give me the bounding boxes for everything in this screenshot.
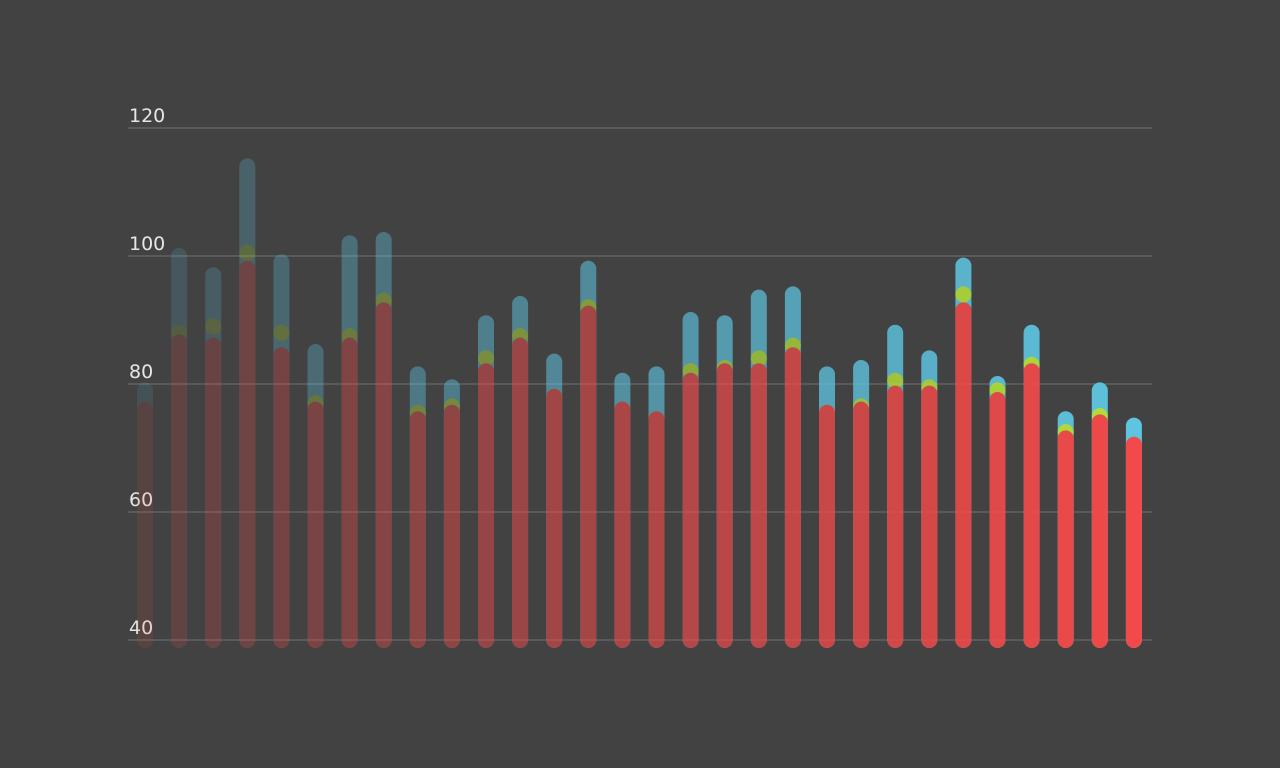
bar-bottom-30 bbox=[1125, 436, 1142, 648]
bar-bottom-12 bbox=[512, 337, 529, 648]
bar-group-21 bbox=[819, 366, 835, 648]
bar-bottom-20 bbox=[784, 347, 801, 648]
bar-bottom-5 bbox=[273, 347, 290, 648]
bar-top-8 bbox=[375, 232, 392, 648]
bar-top-2 bbox=[171, 248, 188, 648]
mid-marker-4 bbox=[239, 244, 256, 261]
mid-marker-11 bbox=[478, 350, 494, 367]
bar-group-14 bbox=[580, 260, 597, 648]
bar-group-12 bbox=[512, 296, 529, 648]
mid-marker-9 bbox=[409, 404, 426, 421]
bar-group-29 bbox=[1091, 382, 1108, 648]
y-tick-label-60: 60 bbox=[129, 489, 153, 511]
mid-marker-19 bbox=[750, 350, 767, 367]
mid-marker-23 bbox=[887, 372, 904, 389]
bar-group-30 bbox=[1125, 417, 1142, 648]
bar-group-16 bbox=[648, 366, 665, 648]
bar-bottom-27 bbox=[1023, 363, 1040, 648]
bar-top-9 bbox=[409, 366, 426, 648]
bar-group-25 bbox=[955, 257, 972, 648]
bar-bottom-24 bbox=[921, 385, 938, 648]
bar-top-4 bbox=[239, 158, 256, 648]
bar-group-11 bbox=[478, 315, 494, 648]
bar-bottom-11 bbox=[478, 363, 494, 648]
mid-marker-7 bbox=[341, 328, 358, 344]
bar-top-11 bbox=[478, 315, 494, 648]
bar-top-5 bbox=[273, 254, 290, 648]
bar-group-4 bbox=[239, 158, 256, 648]
bar-group-8 bbox=[375, 232, 392, 648]
bar-bottom-19 bbox=[750, 363, 767, 648]
bar-bottom-2 bbox=[171, 334, 188, 648]
y-tick-label-120: 120 bbox=[129, 105, 165, 127]
bar-group-23 bbox=[887, 324, 904, 648]
mid-marker-1 bbox=[137, 401, 153, 418]
bar-bottom-29 bbox=[1091, 414, 1108, 648]
y-tick-label-100: 100 bbox=[129, 233, 165, 255]
bar-bottom-25 bbox=[955, 302, 972, 648]
mid-marker-3 bbox=[205, 318, 222, 335]
y-axis-tick-labels: 40 60 80 100 120 bbox=[129, 105, 165, 639]
bar-group-19 bbox=[750, 289, 767, 648]
bar-group-15 bbox=[614, 372, 631, 648]
bar-bottom-3 bbox=[205, 337, 222, 648]
bar-bottom-9 bbox=[409, 411, 426, 648]
gridlines bbox=[128, 127, 1152, 641]
bar-bottom-4 bbox=[239, 260, 256, 648]
bar-bottom-16 bbox=[648, 411, 665, 648]
bar-bottom-18 bbox=[716, 363, 733, 648]
bar-bottom-26 bbox=[989, 392, 1006, 648]
bar-top-3 bbox=[205, 267, 222, 648]
mid-marker-8 bbox=[375, 292, 392, 309]
bar-bottom-28 bbox=[1057, 430, 1074, 648]
bar-bottom-10 bbox=[443, 404, 460, 648]
bar-group-26 bbox=[989, 376, 1006, 648]
bar-bottom-8 bbox=[375, 302, 392, 648]
bar-group-17 bbox=[682, 312, 699, 648]
bar-top-1 bbox=[137, 382, 153, 648]
bar-group-9 bbox=[409, 366, 426, 648]
y-tick-label-40: 40 bbox=[129, 617, 153, 639]
bar-top-6 bbox=[307, 344, 324, 648]
bar-bottom-23 bbox=[887, 385, 904, 648]
bar-group-2 bbox=[171, 248, 188, 648]
bar-group-3 bbox=[205, 267, 222, 648]
bar-top-10 bbox=[443, 379, 460, 648]
y-tick-label-80: 80 bbox=[129, 361, 153, 383]
bar-top-7 bbox=[341, 235, 358, 648]
bar-group-7 bbox=[341, 235, 358, 648]
bar-group-18 bbox=[716, 315, 733, 648]
bar-groups bbox=[137, 158, 1142, 648]
bar-group-27 bbox=[1023, 324, 1040, 648]
mid-marker-2 bbox=[171, 324, 188, 341]
bar-group-20 bbox=[784, 286, 801, 648]
bar-bottom-7 bbox=[341, 337, 358, 648]
bar-group-13 bbox=[546, 353, 563, 648]
mid-marker-25 bbox=[955, 286, 972, 303]
bar-bottom-1 bbox=[137, 401, 153, 648]
mid-marker-6 bbox=[307, 395, 324, 412]
bar-bottom-15 bbox=[614, 401, 631, 648]
bar-group-22 bbox=[853, 360, 870, 648]
bar-bottom-17 bbox=[682, 372, 699, 648]
bar-group-1 bbox=[137, 382, 153, 648]
bar-bottom-21 bbox=[819, 404, 835, 648]
bar-group-10 bbox=[443, 379, 460, 648]
bar-group-28 bbox=[1057, 411, 1074, 648]
bar-group-24 bbox=[921, 350, 938, 648]
mid-marker-5 bbox=[273, 324, 290, 341]
bar-bottom-22 bbox=[853, 401, 870, 648]
bar-bottom-14 bbox=[580, 305, 597, 648]
mid-marker-10 bbox=[443, 398, 460, 415]
bar-group-5 bbox=[273, 254, 290, 648]
bar-bottom-6 bbox=[307, 401, 324, 648]
bar-group-6 bbox=[307, 344, 324, 648]
bar-bottom-13 bbox=[546, 388, 563, 648]
